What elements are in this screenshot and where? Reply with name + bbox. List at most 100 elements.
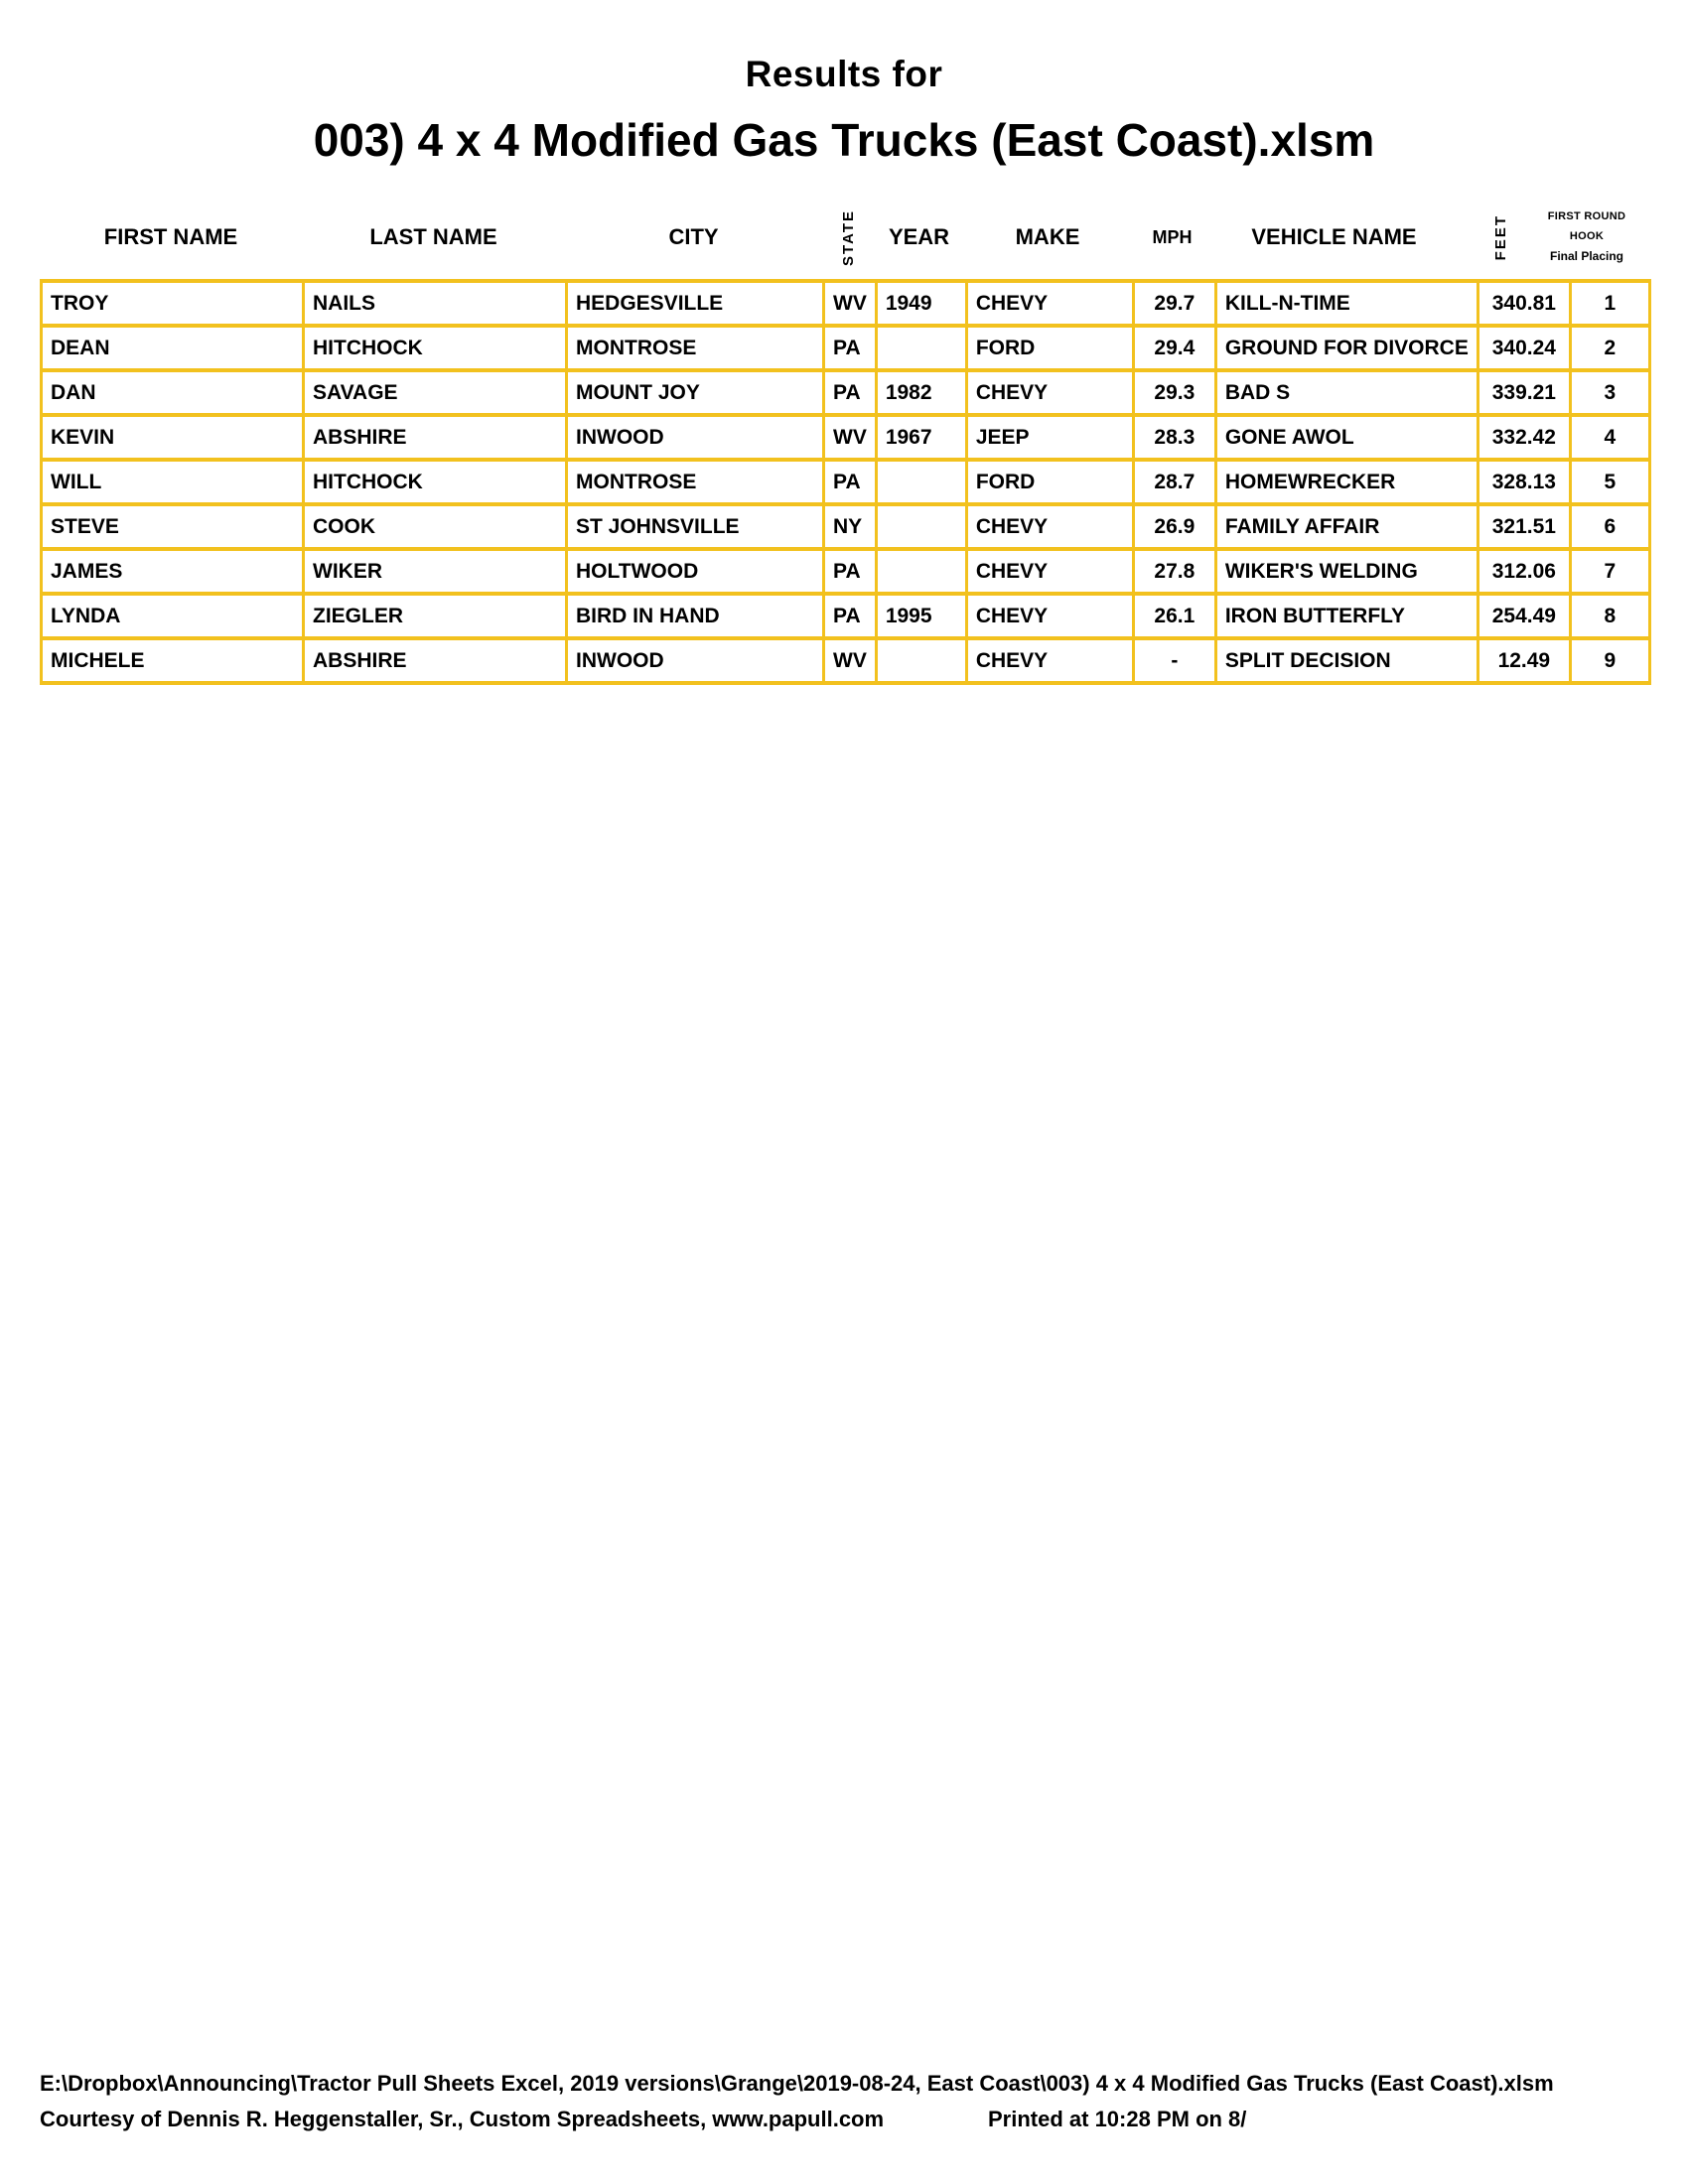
cell-feet: 339.21 (1476, 368, 1572, 417)
cell-last-name: ABSHIRE (302, 636, 568, 685)
cell-first-name: MICHELE (40, 636, 305, 685)
cell-make: CHEVY (964, 502, 1135, 551)
cell-city: MONTROSE (565, 324, 825, 372)
header-last-name: LAST NAME (369, 224, 497, 249)
cell-year: 1995 (874, 592, 968, 640)
cell-mph: 29.7 (1131, 279, 1217, 328)
cell-year: 1967 (874, 413, 968, 462)
header-mph: MPH (1152, 226, 1193, 247)
cell-make: CHEVY (964, 636, 1135, 685)
cell-mph: 28.3 (1131, 413, 1217, 462)
cell-state: WV (822, 636, 878, 685)
cell-vehicle-name: GROUND FOR DIVORCE (1213, 324, 1479, 372)
cell-mph: 26.9 (1131, 502, 1217, 551)
footer-printed-at: Printed at 10:28 PM on 8/ (988, 2107, 1247, 2131)
cell-make: CHEVY (964, 368, 1135, 417)
cell-state: WV (822, 413, 878, 462)
cell-placing: 2 (1568, 324, 1651, 372)
page-title: Results for (745, 54, 943, 94)
cell-placing: 3 (1568, 368, 1651, 417)
cell-city: BIRD IN HAND (565, 592, 825, 640)
cell-feet: 312.06 (1476, 547, 1572, 596)
cell-year (874, 547, 968, 596)
cell-feet: 321.51 (1476, 502, 1572, 551)
cell-vehicle-name: FAMILY AFFAIR (1213, 502, 1479, 551)
cell-city: INWOOD (565, 636, 825, 685)
table-row: LYNDA ZIEGLER BIRD IN HAND PA 1995 CHEVY… (40, 592, 1651, 640)
cell-year: 1982 (874, 368, 968, 417)
cell-city: HEDGESVILLE (565, 279, 825, 328)
cell-last-name: HITCHOCK (302, 458, 568, 506)
cell-state: PA (822, 324, 878, 372)
cell-vehicle-name: KILL-N-TIME (1213, 279, 1479, 328)
cell-last-name: SAVAGE (302, 368, 568, 417)
cell-feet: 254.49 (1476, 592, 1572, 640)
cell-placing: 7 (1568, 547, 1651, 596)
cell-year: 1949 (874, 279, 968, 328)
cell-placing: 8 (1568, 592, 1651, 640)
page-footer: E:\Dropbox\Announcing\Tractor Pull Sheet… (40, 2071, 1658, 2132)
cell-city: MOUNT JOY (565, 368, 825, 417)
cell-last-name: WIKER (302, 547, 568, 596)
header-feet: FEET (1455, 195, 1547, 280)
table-row: JAMES WIKER HOLTWOOD PA CHEVY 27.8 WIKER… (40, 547, 1651, 596)
header-hook-line1: FIRST ROUND (1547, 210, 1626, 223)
header-hook-line2: HOOK (1569, 229, 1605, 242)
cell-city: MONTROSE (565, 458, 825, 506)
cell-last-name: COOK (302, 502, 568, 551)
table-row: DEAN HITCHOCK MONTROSE PA FORD 29.4 GROU… (40, 324, 1651, 372)
cell-make: FORD (964, 458, 1135, 506)
cell-state: PA (822, 368, 878, 417)
cell-vehicle-name: IRON BUTTERFLY (1213, 592, 1479, 640)
header-state-label: STATE (839, 208, 857, 266)
file-name-title: 003) 4 x 4 Modified Gas Trucks (East Coa… (313, 114, 1375, 166)
cell-mph: 26.1 (1131, 592, 1217, 640)
cell-last-name: ABSHIRE (302, 413, 568, 462)
cell-state: NY (822, 502, 878, 551)
header-final-placing: Final Placing (1549, 248, 1623, 263)
cell-city: ST JOHNSVILLE (565, 502, 825, 551)
cell-placing: 1 (1568, 279, 1651, 328)
header-city: CITY (668, 224, 719, 249)
cell-feet: 340.24 (1476, 324, 1572, 372)
cell-make: JEEP (964, 413, 1135, 462)
cell-mph: 27.8 (1131, 547, 1217, 596)
cell-year (874, 502, 968, 551)
cell-year (874, 324, 968, 372)
cell-state: PA (822, 547, 878, 596)
cell-state: PA (822, 592, 878, 640)
header-first-round-hook: FIRST ROUND HOOK Final Placing (1547, 195, 1626, 280)
table-header-row: FIRST NAME LAST NAME CITY STATE YEAR MAK… (40, 195, 1626, 280)
header-vehicle-name: VEHICLE NAME (1251, 224, 1417, 249)
cell-first-name: TROY (40, 279, 305, 328)
table-row: WILL HITCHOCK MONTROSE PA FORD 28.7 HOME… (40, 458, 1651, 506)
cell-state: WV (822, 279, 878, 328)
footer-courtesy: Courtesy of Dennis R. Heggenstaller, Sr.… (40, 2107, 885, 2131)
cell-make: CHEVY (964, 279, 1135, 328)
cell-placing: 6 (1568, 502, 1651, 551)
header-state: STATE (822, 195, 874, 280)
header-first-name: FIRST NAME (103, 224, 238, 249)
footer-file-path: E:\Dropbox\Announcing\Tractor Pull Sheet… (40, 2071, 1554, 2096)
cell-first-name: LYNDA (40, 592, 305, 640)
cell-vehicle-name: HOMEWRECKER (1213, 458, 1479, 506)
cell-feet: 12.49 (1476, 636, 1572, 685)
cell-make: CHEVY (964, 547, 1135, 596)
cell-year (874, 636, 968, 685)
header-make: MAKE (1015, 224, 1080, 249)
header-year: YEAR (888, 224, 950, 249)
cell-first-name: KEVIN (40, 413, 305, 462)
cell-first-name: DEAN (40, 324, 305, 372)
cell-first-name: WILL (40, 458, 305, 506)
cell-placing: 5 (1568, 458, 1651, 506)
cell-city: HOLTWOOD (565, 547, 825, 596)
cell-make: CHEVY (964, 592, 1135, 640)
table-row: STEVE COOK ST JOHNSVILLE NY CHEVY 26.9 F… (40, 502, 1651, 551)
table-row: MICHELE ABSHIRE INWOOD WV CHEVY - SPLIT … (40, 636, 1651, 685)
table-row: TROY NAILS HEDGESVILLE WV 1949 CHEVY 29.… (40, 279, 1651, 328)
results-tbody: TROY NAILS HEDGESVILLE WV 1949 CHEVY 29.… (40, 279, 1651, 685)
cell-mph: 29.3 (1131, 368, 1217, 417)
cell-mph: - (1131, 636, 1217, 685)
header-feet-label: FEET (1492, 213, 1509, 261)
